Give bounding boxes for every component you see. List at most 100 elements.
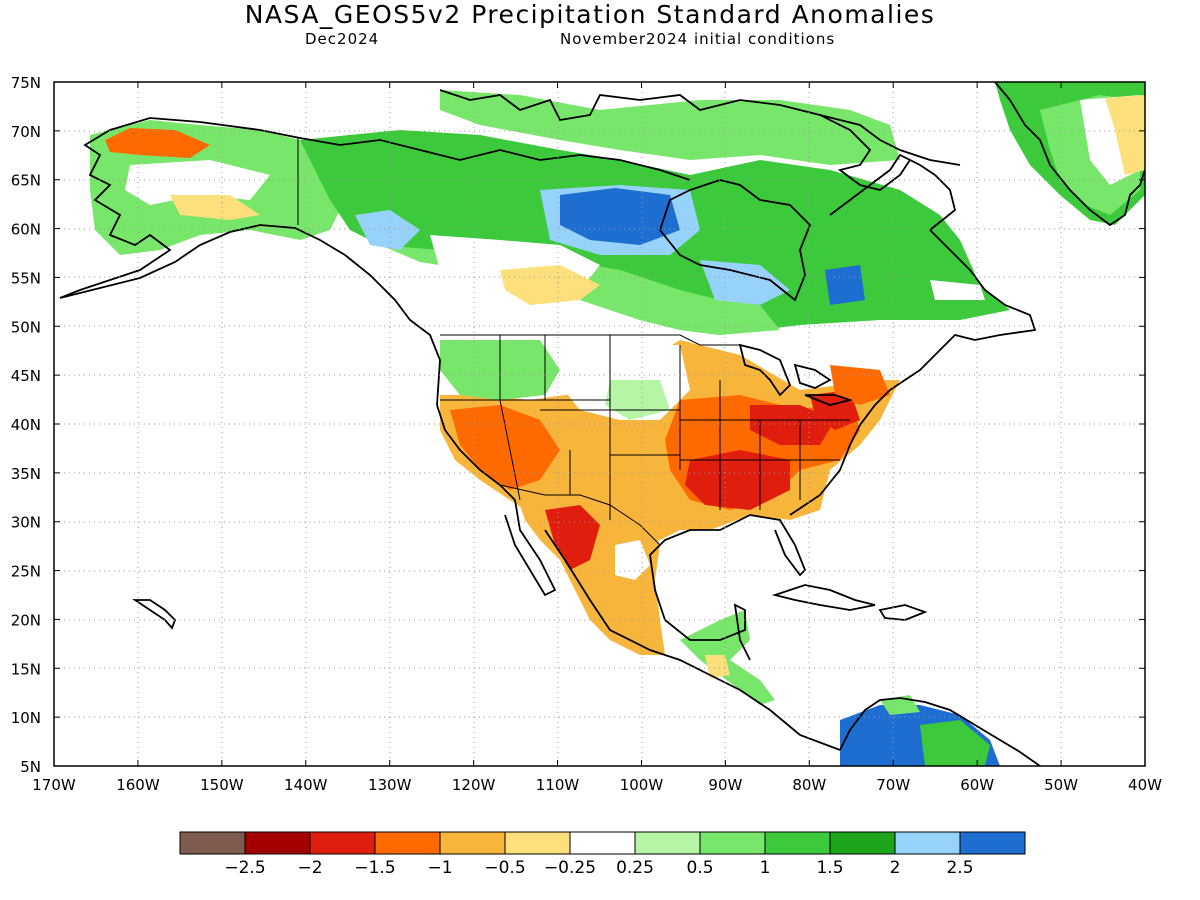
legend-swatch [374,831,441,855]
legend-label: 0.25 [616,858,654,878]
lon-label: 60W [960,776,994,794]
hudson-bay-coastline [658,179,812,302]
north-mexico-red [545,505,600,570]
legend-label: −0.5 [484,858,525,878]
legend-label: −0.25 [544,858,596,878]
lat-label: 25N [11,563,41,581]
longitude-labels: 170W 160W 150W 140W 130W 120W 110W 100W 90W 80W 70… [32,776,1162,794]
southeast-red-core [685,450,790,510]
lat-label: 20N [11,611,41,629]
legend-label: 2.5 [946,858,973,878]
canada-west-coastline [344,254,441,406]
us-canada-border [440,334,740,346]
central-america-yellow [705,655,730,678]
florida-coastline [749,514,807,577]
legend-label: 1.5 [816,858,843,878]
legend-swatch [439,831,506,855]
south-mexico-white [615,540,650,580]
lat-label: 45N [11,367,41,385]
nova-scotia-white-patch [930,280,985,300]
legend-swatch [764,831,831,855]
lat-label: 65N [11,172,41,190]
lat-label: 30N [11,514,41,532]
western-canada-yellow-patch [500,265,600,305]
lat-label: 55N [11,269,41,287]
alaska-coastline [59,117,346,299]
lat-label: 60N [11,221,41,239]
lat-label: 35N [11,465,41,483]
south-america-green-patch [920,720,990,766]
lat-label: 10N [11,709,41,727]
lat-label: 70N [11,123,41,141]
political-borders [297,138,850,546]
legend-label: 0.5 [686,858,713,878]
lat-label: 5N [20,758,41,776]
arctic-islands-outline [439,89,961,166]
ontario-blue-anomaly [700,260,790,305]
map-title: NASA_GEOS5v2 Precipitation Standard Anom… [244,0,936,29]
legend-swatch [309,831,376,855]
us-mexico-border [499,484,661,546]
lon-label: 80W [792,776,826,794]
hispaniola-outline [878,604,928,621]
coastlines [59,82,1145,766]
lat-label: 15N [11,660,41,678]
legend-swatch [829,831,896,855]
legend-swatch [959,831,1026,855]
great-lakes-outline [738,343,854,406]
lat-label: 75N [11,74,41,92]
lon-label: 170W [32,776,76,794]
alaska-white-patch [125,160,270,205]
legend-swatch [504,831,571,855]
southwest-orange-patch [450,405,560,490]
legend-label: −1.5 [354,858,395,878]
baffin-island-outline [819,114,911,191]
baja-coastline [504,499,557,597]
lon-label: 70W [876,776,910,794]
lon-label: 40W [1128,776,1162,794]
lon-label: 120W [452,776,496,794]
quebec-blue-anomaly [825,265,865,305]
legend-swatch [894,831,961,855]
anomaly-fields [90,82,1145,766]
legend-swatch [569,831,636,855]
legend-label: 1 [760,858,771,878]
legend-swatch [634,831,701,855]
north-alaska-orange-patch [105,128,210,158]
lat-label: 40N [11,416,41,434]
legend-swatch [699,831,766,855]
arctic-coastline [299,137,691,181]
lon-label: 150W [200,776,244,794]
hawaii-outline [132,599,177,630]
us-east-coastline [789,229,1037,516]
legend-label: −2 [297,858,322,878]
legend-swatch [244,831,311,855]
central-america-green [680,610,775,705]
latitude-labels: 75N 70N 65N 60N 55N 50N 45N 40N 35N 30N 25N 20N 15N 1… [11,74,41,776]
lon-label: 50W [1044,776,1078,794]
lon-label: 160W [116,776,160,794]
hudson-dark-blue-anomaly [560,188,680,245]
greenland-coastline [994,82,1145,227]
alaska-yellow-patch [170,195,260,220]
graticule [54,82,1145,766]
lon-label: 110W [536,776,580,794]
forecast-month: Dec2024 [305,30,380,48]
lon-label: 140W [284,776,328,794]
lon-label: 100W [620,776,664,794]
bc-blue-anomaly [355,210,420,250]
lat-label: 50N [11,318,41,336]
lon-label: 90W [708,776,742,794]
initial-conditions: November2024 initial conditions [560,30,836,48]
color-legend: −2.5 −2 −1.5 −1 −0.5 −0.25 0.25 0.5 1 1.5 2 2.5 [179,831,1026,878]
gulf-coastline [649,514,751,661]
axis-ticks [53,81,1146,767]
us-west-coastline [436,404,516,501]
legend-swatch [179,831,246,855]
legend-label: −2.5 [224,858,265,878]
legend-label: 2 [890,858,901,878]
cuba-outline [771,584,876,611]
ohio-valley-red [750,405,835,445]
